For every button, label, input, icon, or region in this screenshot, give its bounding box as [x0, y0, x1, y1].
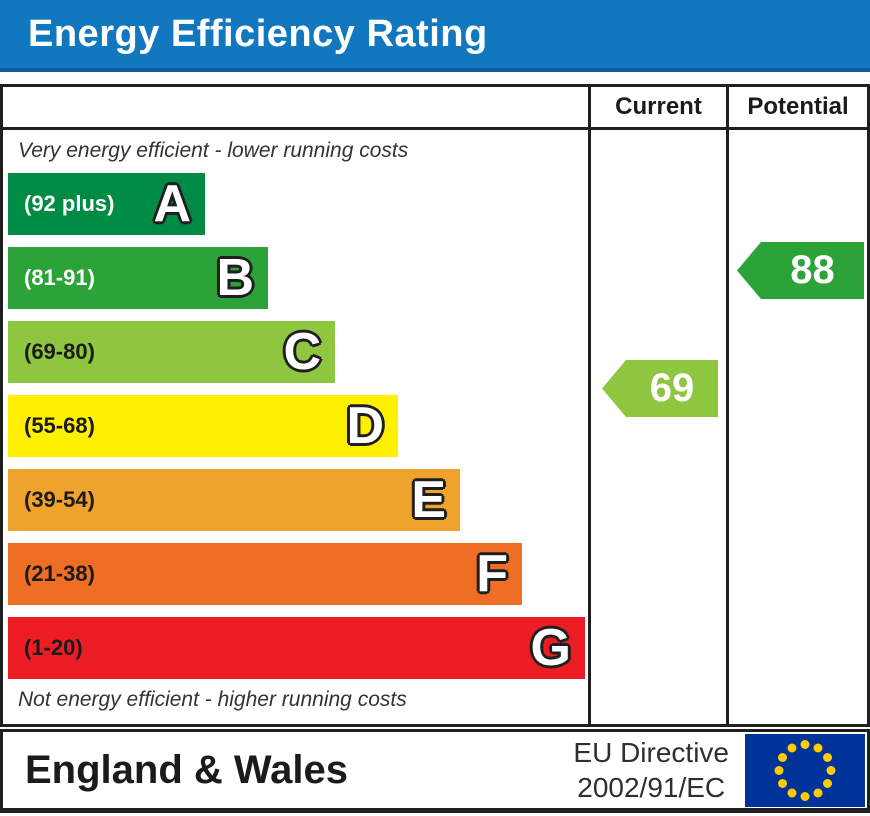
- current-rating-value: 69: [649, 366, 695, 410]
- potential-column-header: Potential: [726, 87, 867, 127]
- current-column-header: Current: [588, 87, 726, 127]
- rating-band: (81-91) B: [8, 247, 268, 309]
- eu-directive-line1: EU Directive: [573, 737, 729, 768]
- band-letter: B: [216, 249, 254, 307]
- rating-band: (21-38) F: [8, 543, 522, 605]
- rating-table: Current Potential Very energy efficient …: [0, 84, 870, 727]
- band-letter: D: [346, 397, 384, 455]
- potential-rating-arrow: 88: [737, 242, 864, 299]
- band-range-label: (1-20): [24, 635, 83, 660]
- region-label: England & Wales: [25, 747, 349, 792]
- rating-band: (92 plus) A: [8, 173, 205, 235]
- current-column: 69: [588, 130, 726, 724]
- potential-column: 88: [726, 130, 867, 724]
- rating-band: (1-20) G: [8, 617, 585, 679]
- band-range-label: (81-91): [24, 265, 95, 290]
- caption-bottom: Not energy efficient - higher running co…: [18, 688, 407, 711]
- title-bar: Energy Efficiency Rating: [0, 0, 870, 72]
- band-letter: A: [153, 175, 191, 233]
- rating-band: (55-68) D: [8, 395, 398, 457]
- rating-band: (39-54) E: [8, 469, 460, 531]
- potential-rating-value: 88: [790, 248, 835, 292]
- eu-directive-line2: 2002/91/EC: [577, 772, 726, 803]
- band-range-label: (55-68): [24, 413, 95, 438]
- band-range-label: (39-54): [24, 487, 95, 512]
- band-range-label: (69-80): [24, 339, 95, 364]
- footer: England & Wales EU Directive 2002/91/EC: [0, 729, 870, 813]
- band-letter: G: [530, 619, 571, 677]
- ladder-header-cell: [3, 87, 588, 127]
- caption-top: Very energy efficient - lower running co…: [18, 139, 409, 162]
- eu-flag-icon: [745, 733, 865, 807]
- page-title: Energy Efficiency Rating: [28, 12, 488, 55]
- rating-band: (69-80) C: [8, 321, 335, 383]
- band-ladder-cell: Very energy efficient - lower running co…: [3, 130, 588, 724]
- band-letter: E: [411, 471, 446, 529]
- current-rating-arrow: 69: [602, 360, 718, 417]
- eu-directive-label: EU Directive 2002/91/EC: [573, 735, 729, 805]
- band-letter: F: [476, 545, 508, 603]
- band-letter: C: [283, 323, 321, 381]
- band-range-label: (21-38): [24, 561, 95, 586]
- band-range-label: (92 plus): [24, 191, 115, 216]
- band-ladder: (92 plus) A (81-91) B (69-80) C (55-68) …: [3, 173, 588, 679]
- table-header-row: Current Potential: [3, 87, 867, 130]
- table-body-row: Very energy efficient - lower running co…: [3, 130, 867, 724]
